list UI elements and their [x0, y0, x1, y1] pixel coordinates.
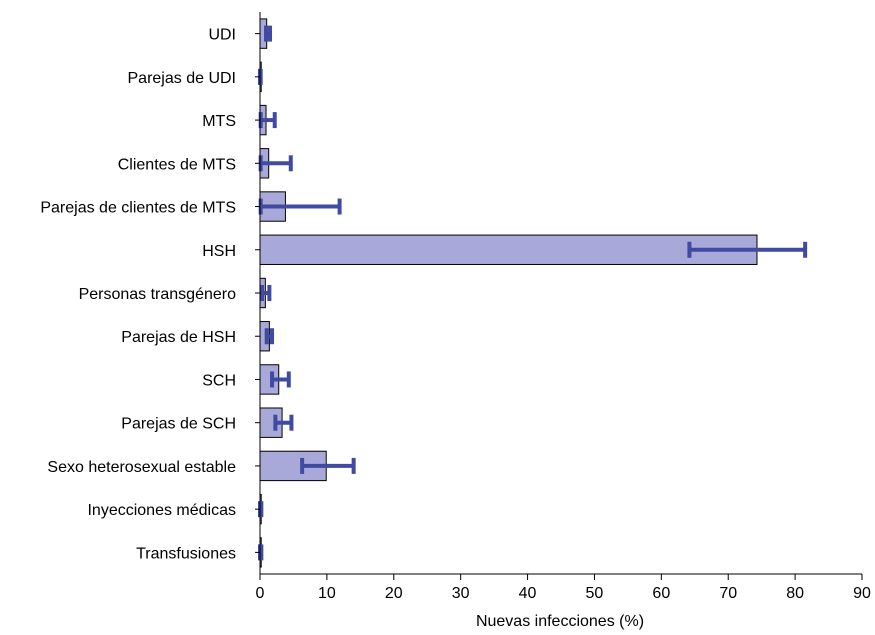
y-tick-label: Parejas de SCH [121, 416, 236, 433]
y-axis: UDI Parejas de UDI MTS Clientes de MTS Parej… [40, 12, 261, 574]
y-tick-label: Inyecciones médicas [87, 502, 236, 519]
x-tick-label: 10 [318, 585, 336, 602]
bar [259, 234, 758, 265]
x-tick-label: 50 [586, 585, 604, 602]
y-tick-label: Parejas de HSH [121, 329, 236, 346]
x-tick-label: 60 [652, 585, 670, 602]
bars-group [259, 18, 758, 568]
y-tick-label: HSH [202, 243, 236, 260]
y-tick-label: MTS [202, 113, 236, 130]
x-tick-label: 20 [385, 585, 403, 602]
x-tick-label: 80 [786, 585, 804, 602]
error-bars-group [258, 25, 808, 561]
y-tick-label: Transfusiones [136, 545, 236, 562]
x-tick-label: 30 [452, 585, 470, 602]
x-tick-label: 0 [256, 585, 265, 602]
y-tick-label: Parejas de UDI [128, 70, 237, 87]
y-tick-label: Clientes de MTS [118, 156, 236, 173]
y-tick-label: Personas transgénero [79, 286, 237, 303]
y-tick-label: Sexo heterosexual estable [47, 459, 236, 476]
x-axis: 0 10 20 30 40 50 60 70 80 90 [256, 573, 871, 602]
y-tick-label: SCH [202, 372, 236, 389]
y-tick-label: Parejas de clientes de MTS [40, 200, 236, 217]
x-axis-title: Nuevas infecciones (%) [476, 613, 644, 630]
x-tick-label: 70 [719, 585, 737, 602]
y-tick-label: UDI [208, 27, 236, 44]
x-tick-label: 90 [853, 585, 871, 602]
x-tick-label: 40 [519, 585, 537, 602]
